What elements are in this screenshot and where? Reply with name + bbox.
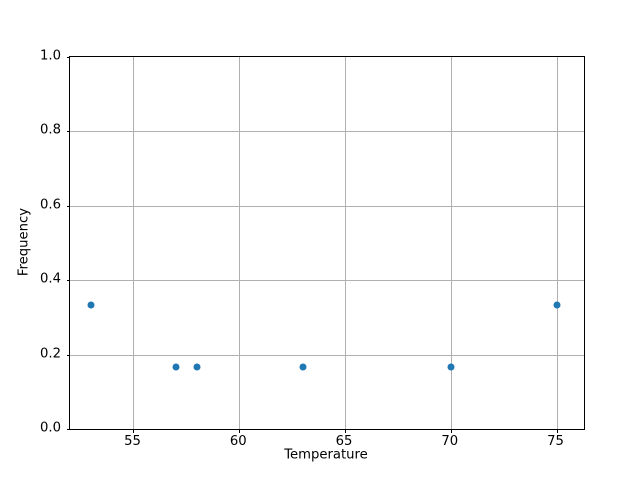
y-tick-mark [66,57,70,58]
x-tick-label: 65 [335,434,353,449]
y-tick-label: 1.0 [40,48,61,64]
scatter-point [299,363,307,371]
y-tick-label: 0.4 [40,271,61,287]
scatter-point [193,363,201,371]
scatter-point [87,301,95,309]
y-axis-label: Frequency [16,207,32,277]
y-gridline [70,280,584,282]
x-tick-mark [239,429,241,433]
y-gridline [70,205,584,207]
x-gridline [450,57,452,429]
plot-axes-area [66,56,585,433]
x-tick-mark [133,429,135,433]
x-tick-label: 75 [547,434,564,449]
x-gridline [239,57,241,429]
x-axis-label: Temperature [284,447,368,463]
x-tick-mark [556,429,558,433]
scatter-point [553,301,560,309]
x-tick-label: 55 [124,434,141,449]
x-tick-mark [344,429,346,433]
y-tick-label: 0.6 [40,197,61,213]
x-gridline [344,57,346,429]
y-tick-mark [66,205,70,207]
x-gridline [133,57,135,429]
y-gridline [70,131,584,133]
y-tick-label: 0.8 [40,122,61,138]
x-tick-label: 60 [229,434,247,449]
y-tick-mark [66,280,70,282]
x-gridline [556,57,558,429]
y-tick-label: 0.0 [40,420,61,436]
y-tick-mark [66,131,70,133]
scatter-point [447,363,455,371]
y-tick-mark [66,354,70,356]
x-tick-mark [450,429,452,433]
y-tick-mark [66,429,70,430]
y-tick-label: 0.2 [40,346,61,362]
y-gridline [70,354,584,356]
scatter-point [172,363,180,371]
x-tick-label: 70 [441,434,459,449]
